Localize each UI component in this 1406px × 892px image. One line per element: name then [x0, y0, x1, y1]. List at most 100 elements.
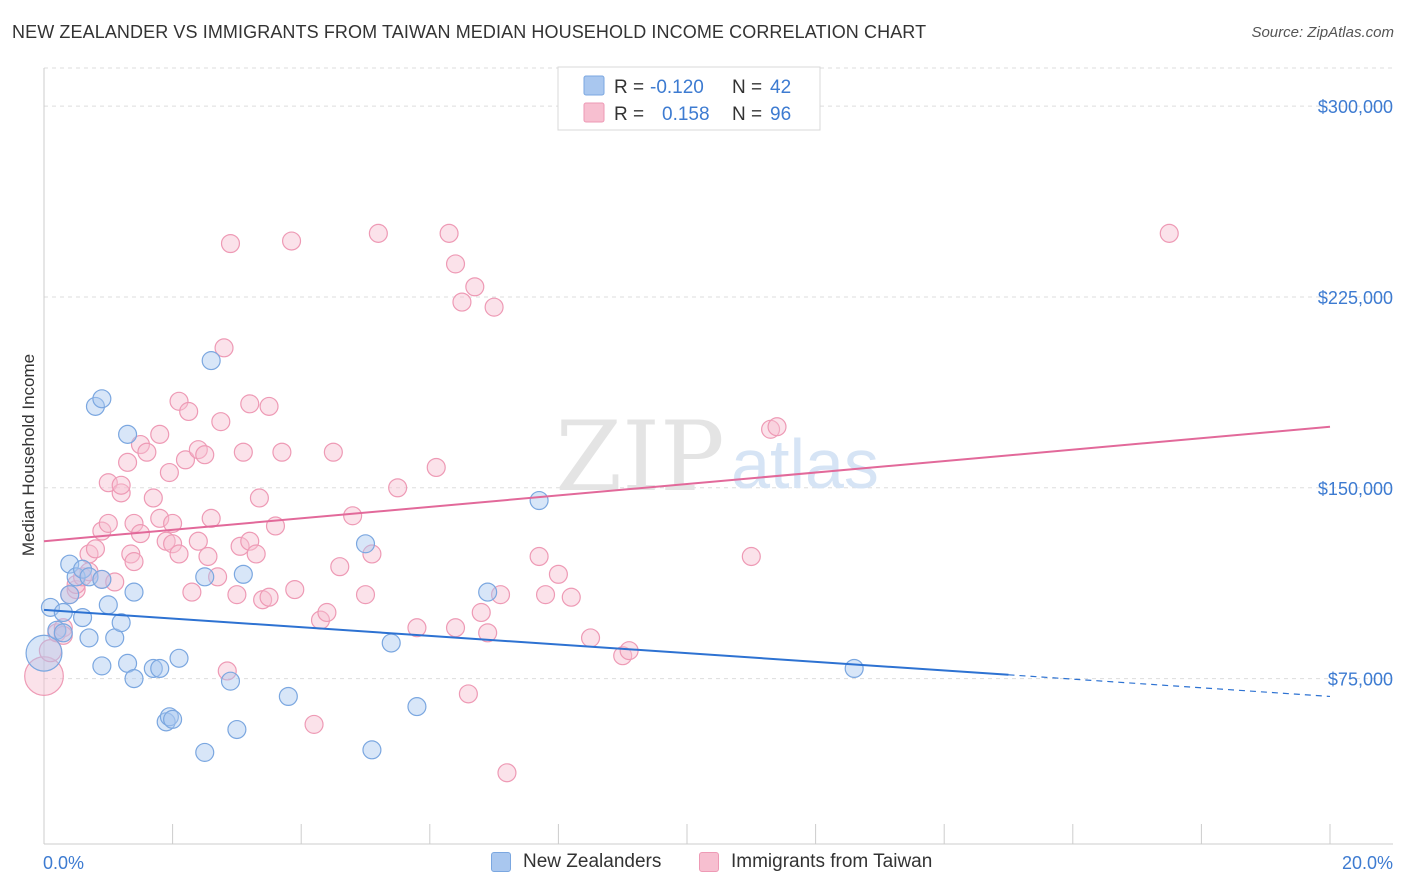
- data-point: [478, 623, 498, 643]
- data-point: [445, 618, 466, 638]
- legend-swatch-blue: [583, 75, 605, 96]
- data-point: [240, 394, 260, 414]
- legend-r-value-blue: -0.120: [650, 77, 704, 98]
- data-point: [272, 442, 292, 462]
- trend-line-immigrants-from-taiwan: [43, 425, 1331, 543]
- data-point: [343, 506, 363, 526]
- data-point: [844, 658, 864, 679]
- data-point: [92, 656, 112, 676]
- legend-swatch-pink: [583, 102, 605, 123]
- chart-title: NEW ZEALANDER VS IMMIGRANTS FROM TAIWAN …: [12, 22, 927, 42]
- data-point: [188, 440, 208, 460]
- data-point: [188, 531, 208, 551]
- data-point: [741, 546, 761, 567]
- data-point: [381, 633, 401, 653]
- y-tick-label: $150,000: [1318, 479, 1393, 499]
- data-point: [233, 564, 253, 584]
- data-point: [259, 396, 279, 416]
- y-tick-label: $75,000: [1328, 670, 1393, 690]
- data-point: [169, 648, 189, 668]
- data-point: [111, 483, 131, 503]
- data-point: [233, 442, 253, 462]
- axes: [43, 68, 1393, 845]
- data-point: [281, 231, 302, 251]
- data-point: [529, 490, 549, 511]
- data-point: [53, 623, 73, 643]
- data-point: [362, 740, 382, 760]
- data-point: [118, 452, 138, 472]
- bottom-legend-label-pink: Immigrants from Taiwan: [731, 851, 933, 872]
- data-point: [201, 508, 221, 528]
- data-point: [111, 475, 131, 495]
- data-point: [471, 602, 491, 623]
- data-point: [85, 539, 106, 559]
- y-axis-title: Median Household Income: [19, 354, 38, 556]
- data-point: [124, 582, 144, 602]
- data-point: [159, 707, 179, 727]
- data-point: [124, 669, 144, 689]
- data-point: [388, 478, 408, 498]
- series-immigrants-from-taiwan: [24, 223, 1179, 783]
- legend-n-label-blue: N =: [732, 77, 762, 98]
- data-point: [323, 442, 343, 462]
- data-point: [426, 457, 446, 478]
- data-point: [220, 233, 241, 254]
- bottom-legend-new-zealanders: New Zealanders: [491, 851, 661, 873]
- watermark-atlas: atlas: [731, 425, 879, 503]
- data-point: [25, 634, 63, 672]
- data-point: [330, 557, 350, 577]
- data-point: [211, 412, 231, 432]
- data-point: [175, 450, 196, 470]
- data-point: [317, 602, 337, 623]
- trend-line-new-zealanders: [43, 608, 1009, 676]
- data-point: [60, 585, 80, 605]
- data-point: [98, 513, 118, 533]
- data-point: [362, 544, 382, 564]
- bottom-legend-swatch-blue: [491, 852, 511, 872]
- data-point: [195, 445, 215, 465]
- data-point: [182, 582, 202, 602]
- data-point: [227, 719, 247, 740]
- data-point: [227, 585, 247, 605]
- data-point: [214, 338, 234, 358]
- data-point: [561, 587, 581, 607]
- series-new-zealanders: [25, 351, 864, 762]
- data-point: [484, 297, 504, 317]
- data-point: [259, 587, 279, 607]
- source-label: Source: ZipAtlas.com: [1251, 24, 1394, 41]
- trend-lines: [43, 425, 1331, 698]
- legend-n-label-pink: N =: [732, 104, 762, 125]
- data-point: [548, 564, 568, 584]
- grid: [44, 67, 1393, 680]
- legend-r-value-pink: 0.158: [662, 104, 710, 125]
- data-point: [195, 567, 215, 587]
- data-point: [407, 697, 427, 717]
- data-point: [111, 613, 131, 633]
- data-point: [445, 254, 466, 274]
- trend-line-new-zealanders-extension: [1008, 674, 1331, 698]
- data-point: [118, 424, 138, 444]
- data-point: [230, 536, 250, 556]
- y-tick-label: $300,000: [1318, 97, 1393, 117]
- data-point: [179, 401, 199, 422]
- y-tick-label: $225,000: [1318, 288, 1393, 308]
- data-point: [452, 292, 472, 312]
- data-point: [92, 389, 112, 409]
- bottom-legend-swatch-pink: [699, 852, 719, 872]
- legend-n-value-blue: 42: [770, 77, 791, 98]
- data-point: [201, 351, 221, 371]
- data-point: [124, 552, 144, 572]
- data-point: [73, 559, 93, 579]
- data-point: [217, 661, 237, 681]
- data-point: [529, 546, 549, 567]
- data-point: [137, 442, 157, 462]
- data-point: [246, 544, 266, 564]
- data-point: [85, 396, 106, 416]
- data-point: [163, 709, 183, 729]
- data-point: [150, 424, 170, 444]
- legend: R = -0.120 N = 42 R = 0.158 N = 96: [557, 66, 821, 131]
- data-point: [198, 546, 218, 567]
- data-point: [580, 628, 601, 648]
- data-point: [458, 684, 478, 704]
- data-point: [355, 585, 376, 605]
